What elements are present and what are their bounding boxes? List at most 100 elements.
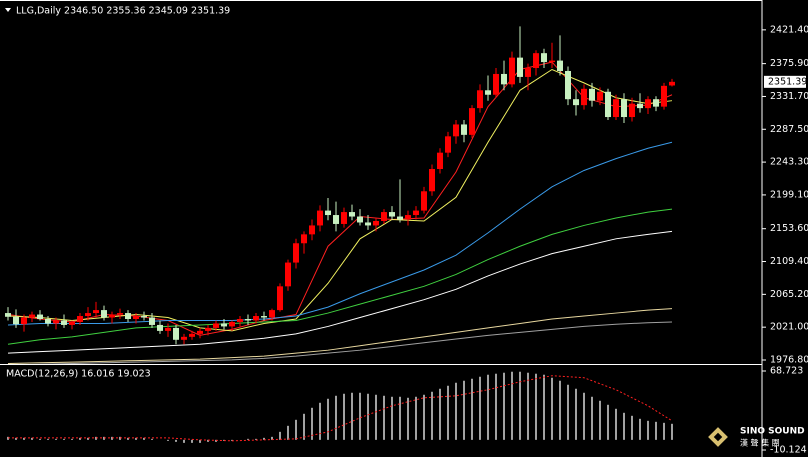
moving-average bbox=[7, 308, 673, 364]
macd-panel bbox=[7, 371, 673, 443]
candle-body bbox=[317, 210, 323, 226]
candle-body bbox=[229, 321, 235, 327]
moving-average bbox=[7, 230, 673, 354]
logo-icon-inner bbox=[713, 432, 723, 442]
candle-body bbox=[669, 81, 675, 86]
candle-body bbox=[437, 152, 443, 170]
candle-body bbox=[309, 225, 315, 235]
candle-body bbox=[197, 330, 203, 334]
candle-body bbox=[301, 234, 307, 244]
candle-body bbox=[29, 314, 35, 318]
moving-average bbox=[7, 208, 673, 345]
candle-body bbox=[205, 327, 211, 331]
candle-body bbox=[125, 313, 131, 320]
moving-average bbox=[31, 321, 673, 364]
candle-body bbox=[621, 99, 627, 118]
candle-body bbox=[477, 90, 483, 109]
y-tick-label: 1976.80 bbox=[770, 354, 808, 365]
candle-body bbox=[5, 313, 11, 317]
candle-body bbox=[141, 316, 147, 318]
candle-body bbox=[61, 320, 67, 325]
candle-body bbox=[645, 99, 651, 109]
candle-body bbox=[101, 310, 107, 318]
candle-body bbox=[269, 310, 275, 318]
candle-body bbox=[413, 210, 419, 216]
candle-body bbox=[93, 310, 99, 314]
candle-body bbox=[389, 212, 395, 217]
y-tick-label: 2331.70 bbox=[770, 91, 808, 102]
candle-body bbox=[589, 88, 595, 101]
candle-body bbox=[133, 316, 139, 320]
candle-body bbox=[445, 136, 451, 153]
candle-body bbox=[581, 88, 587, 106]
price-panel bbox=[5, 26, 675, 364]
y-tick-label: 2021.00 bbox=[770, 322, 808, 333]
candle-body bbox=[45, 319, 51, 324]
y-tick-label: 2421.40 bbox=[770, 24, 808, 35]
y-tick-label: 2153.60 bbox=[770, 223, 808, 234]
candle-body bbox=[429, 169, 435, 192]
candle-body bbox=[325, 210, 331, 216]
candle-body bbox=[109, 314, 115, 318]
candle-body bbox=[341, 212, 347, 224]
current-price-label: 2351.39 bbox=[768, 76, 807, 87]
candle-body bbox=[149, 317, 155, 325]
candle-body bbox=[213, 323, 219, 328]
candle-body bbox=[237, 319, 243, 322]
candle-body bbox=[13, 316, 19, 325]
candle-body bbox=[565, 70, 571, 100]
candle-body bbox=[557, 60, 563, 71]
candle-body bbox=[485, 90, 491, 95]
candle-body bbox=[85, 313, 91, 317]
y-tick-label: 2199.10 bbox=[770, 189, 808, 200]
candle-body bbox=[597, 91, 603, 101]
current-price-box bbox=[764, 75, 806, 88]
candle-body bbox=[189, 333, 195, 337]
y-tick-label: 2109.40 bbox=[770, 256, 808, 267]
price-axis: 2421.40 2375.90 2331.70 2287.50 2243.30 2199.… bbox=[762, 24, 808, 456]
candle-body bbox=[285, 262, 291, 287]
moving-average bbox=[7, 141, 673, 326]
candle-body bbox=[549, 60, 555, 63]
candle-body bbox=[637, 103, 643, 109]
y-tick-label: 2243.30 bbox=[770, 157, 808, 168]
candle-body bbox=[245, 319, 251, 321]
macd-label: MACD(12,26,9) 16.016 19.023 bbox=[6, 369, 151, 380]
candle-body bbox=[157, 324, 163, 331]
candle-body bbox=[357, 216, 363, 223]
candle-body bbox=[21, 317, 27, 325]
candle-body bbox=[381, 212, 387, 221]
y-tick-label: 2375.90 bbox=[770, 58, 808, 69]
candle-body bbox=[501, 73, 507, 85]
macd-signal bbox=[8, 375, 673, 442]
logo: SINO SOUND 漢 聲 集 團 bbox=[708, 427, 805, 448]
y-tick-label: 2065.20 bbox=[770, 289, 808, 300]
candle-body bbox=[77, 316, 83, 322]
candle-body bbox=[69, 321, 75, 325]
candle-body bbox=[469, 108, 475, 135]
candle-body bbox=[117, 313, 123, 315]
candle-body bbox=[573, 99, 579, 106]
candle-body bbox=[533, 53, 539, 69]
candle-body bbox=[397, 216, 403, 220]
candle-body bbox=[221, 323, 227, 327]
candle-body bbox=[333, 215, 339, 224]
candle-body bbox=[661, 85, 667, 107]
candle-body bbox=[453, 124, 459, 137]
candle-body bbox=[37, 314, 43, 320]
candle-body bbox=[517, 57, 523, 77]
candle-body bbox=[461, 124, 467, 135]
candle-body bbox=[173, 327, 179, 340]
candle-body bbox=[373, 220, 379, 226]
candle-body bbox=[405, 215, 411, 220]
candle-body bbox=[653, 99, 659, 107]
candle-body bbox=[613, 99, 619, 118]
candle-body bbox=[509, 57, 515, 85]
candle-body bbox=[421, 191, 427, 211]
candle-body bbox=[253, 316, 259, 321]
y-tick-label: 2287.50 bbox=[770, 124, 808, 135]
candle-body bbox=[277, 286, 283, 311]
candle-body bbox=[261, 316, 267, 318]
